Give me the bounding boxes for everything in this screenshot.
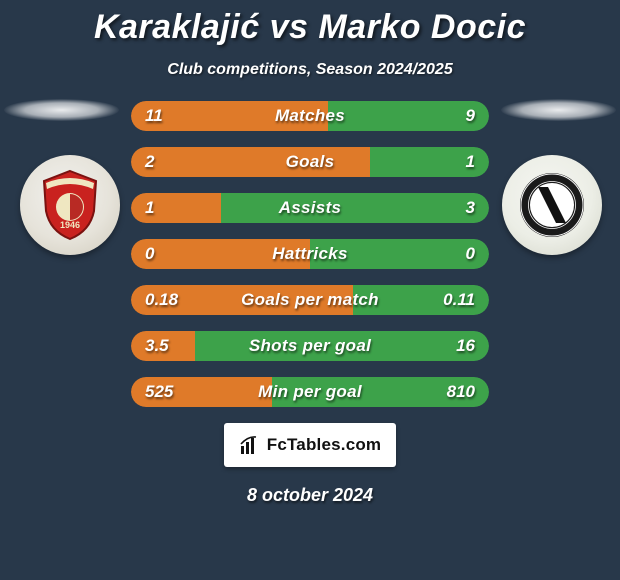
page-subtitle: Club competitions, Season 2024/2025: [0, 61, 620, 79]
source-badge-label: FcTables.com: [267, 435, 382, 455]
comparison-stage: 1946 119Matches 21Goals 13Assists 00Hattric…: [0, 101, 620, 407]
shield-icon: [518, 171, 586, 239]
stat-label: Shots per goal: [131, 331, 489, 361]
stat-row: 525810Min per goal: [131, 377, 489, 407]
stat-label: Goals: [131, 147, 489, 177]
stat-row: 0.180.11Goals per match: [131, 285, 489, 315]
shield-icon: 1946: [40, 169, 100, 241]
page-title: Karaklajić vs Marko Docic: [0, 0, 620, 47]
source-badge: FcTables.com: [224, 423, 396, 467]
stat-rows: 119Matches 21Goals 13Assists 00Hattricks 0.1…: [131, 101, 489, 407]
date-label: 8 october 2024: [0, 485, 620, 506]
stat-row: 3.516Shots per goal: [131, 331, 489, 361]
player-shadow-right: [501, 99, 616, 121]
stat-row: 13Assists: [131, 193, 489, 223]
club-crest-left: 1946: [20, 155, 120, 255]
stat-label: Matches: [131, 101, 489, 131]
player-shadow-left: [4, 99, 119, 121]
stat-label: Goals per match: [131, 285, 489, 315]
club-crest-right: [502, 155, 602, 255]
svg-text:1946: 1946: [60, 220, 80, 230]
stat-label: Min per goal: [131, 377, 489, 407]
chart-icon: [239, 434, 261, 456]
stat-row: 00Hattricks: [131, 239, 489, 269]
stat-label: Assists: [131, 193, 489, 223]
stat-label: Hattricks: [131, 239, 489, 269]
stat-row: 21Goals: [131, 147, 489, 177]
stat-row: 119Matches: [131, 101, 489, 131]
